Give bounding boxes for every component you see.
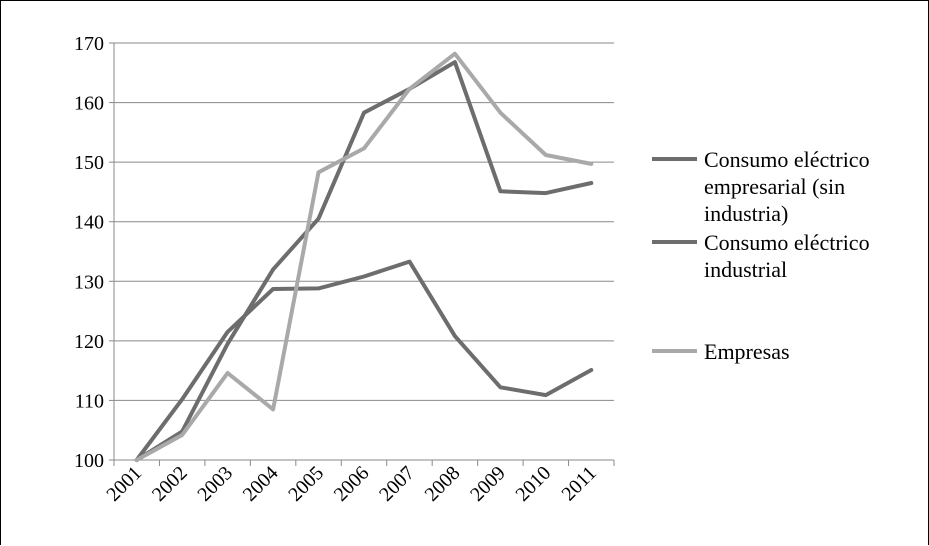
y-tick-label: 130 — [74, 271, 104, 293]
series-line-2 — [134, 259, 594, 462]
legend-label: Consumo eléctrico — [704, 230, 870, 255]
x-tick-label: 2001 — [102, 462, 146, 506]
y-axis-tick-labels: 100 110 120 130 140 150 160 170 — [74, 33, 104, 472]
y-tick-label: 140 — [74, 212, 104, 234]
x-tick-label: 2003 — [193, 462, 237, 506]
y-tick-label: 160 — [74, 93, 104, 115]
x-tick-label: 2004 — [239, 462, 283, 506]
x-tick-label: 2002 — [148, 462, 192, 506]
y-tick-label: 150 — [74, 152, 104, 174]
x-tick-label: 2005 — [284, 462, 328, 506]
legend-label: industrial — [704, 257, 787, 282]
legend-label: industria) — [704, 201, 788, 226]
series-line-1 — [134, 60, 594, 462]
legend-label: Consumo eléctrico — [704, 147, 870, 172]
gridlines — [114, 42, 614, 401]
legend-label: empresarial (sin — [704, 174, 845, 199]
series-lines — [134, 51, 594, 462]
y-tick-label: 110 — [75, 390, 104, 412]
x-tick-label: 2009 — [466, 462, 510, 506]
legend-item-3: Empresas — [652, 339, 790, 364]
x-axis-tick-labels: 2001 2002 2003 2004 2005 2006 2007 2008 2009 2010… — [102, 462, 600, 506]
y-tick-label: 100 — [74, 450, 104, 472]
legend-label: Empresas — [704, 339, 790, 364]
x-tick-label: 2006 — [330, 462, 374, 506]
y-tick-label: 170 — [74, 33, 104, 55]
x-tick-label: 2011 — [557, 462, 600, 505]
x-tick-label: 2007 — [375, 462, 419, 506]
series-line-3 — [134, 51, 594, 462]
axes — [109, 42, 615, 466]
y-tick-label: 120 — [74, 331, 104, 353]
x-tick-label: 2010 — [512, 462, 556, 506]
x-tick-label: 2008 — [421, 462, 465, 506]
